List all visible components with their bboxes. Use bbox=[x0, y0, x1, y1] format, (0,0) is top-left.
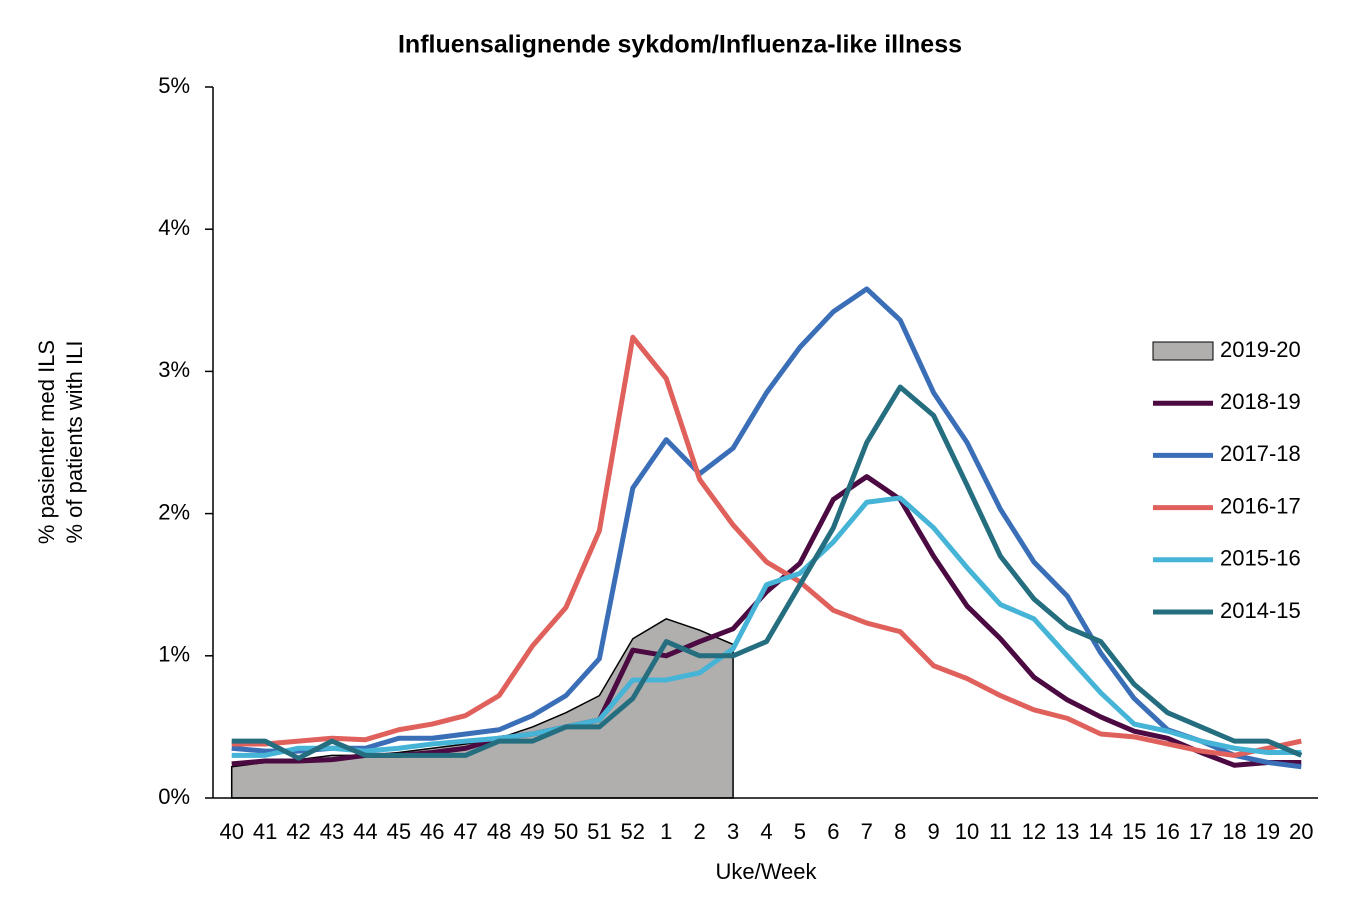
line bbox=[231, 495, 1302, 758]
legend-label: 2015-16 bbox=[1220, 546, 1301, 571]
x-tick-label: 5 bbox=[794, 819, 806, 844]
chart-title: Influensalignende sykdom/Influenza-like … bbox=[398, 31, 962, 59]
y-tick-label: 2% bbox=[158, 499, 190, 524]
x-tick-label: 14 bbox=[1089, 819, 1113, 844]
x-tick-label: 20 bbox=[1289, 819, 1313, 844]
x-tick-label: 15 bbox=[1122, 819, 1146, 844]
y-tick-label: 1% bbox=[158, 642, 190, 667]
x-tick-label: 45 bbox=[387, 819, 411, 844]
y-tick-label: 4% bbox=[158, 215, 190, 240]
y-tick-label: 3% bbox=[158, 357, 190, 382]
y-tick-label: 0% bbox=[158, 784, 190, 809]
x-tick-label: 46 bbox=[420, 819, 444, 844]
x-tick-label: 7 bbox=[861, 819, 873, 844]
legend-label: 2018-19 bbox=[1220, 389, 1301, 414]
y-axis-label: % pasienter med ILS bbox=[34, 340, 59, 544]
x-tick-label: 12 bbox=[1022, 819, 1046, 844]
legend-label: 2014-15 bbox=[1220, 598, 1301, 623]
x-tick-label: 6 bbox=[827, 819, 839, 844]
x-tick-label: 41 bbox=[253, 819, 277, 844]
x-tick-label: 10 bbox=[955, 819, 979, 844]
line bbox=[231, 474, 1302, 768]
line bbox=[231, 286, 1302, 770]
legend-swatch bbox=[1152, 341, 1214, 361]
line bbox=[231, 334, 1302, 758]
x-tick-label: 16 bbox=[1155, 819, 1179, 844]
x-tick-label: 17 bbox=[1189, 819, 1213, 844]
x-tick-label: 48 bbox=[487, 819, 511, 844]
x-tick-label: 3 bbox=[727, 819, 739, 844]
x-tick-label: 18 bbox=[1222, 819, 1246, 844]
line bbox=[231, 384, 1303, 761]
x-axis-label: Uke/Week bbox=[715, 859, 817, 884]
x-tick-label: 49 bbox=[520, 819, 544, 844]
x-tick-label: 4 bbox=[760, 819, 772, 844]
x-tick-label: 44 bbox=[353, 819, 377, 844]
x-tick-label: 11 bbox=[989, 819, 1012, 844]
y-tick-label: 5% bbox=[158, 73, 190, 98]
x-tick-label: 50 bbox=[554, 819, 578, 844]
x-tick-label: 43 bbox=[320, 819, 344, 844]
x-tick-label: 1 bbox=[660, 819, 672, 844]
x-tick-label: 42 bbox=[286, 819, 310, 844]
x-tick-label: 47 bbox=[453, 819, 477, 844]
x-tick-label: 13 bbox=[1055, 819, 1079, 844]
x-tick-label: 9 bbox=[927, 819, 939, 844]
legend-label: 2016-17 bbox=[1220, 493, 1301, 518]
x-tick-label: 19 bbox=[1256, 819, 1280, 844]
x-tick-label: 52 bbox=[621, 819, 645, 844]
x-tick-label: 8 bbox=[894, 819, 906, 844]
x-tick-label: 40 bbox=[219, 819, 243, 844]
x-tick-label: 2 bbox=[694, 819, 706, 844]
y-axis-label: % of patients with ILI bbox=[62, 341, 87, 544]
x-tick-label: 51 bbox=[587, 819, 611, 844]
legend-label: 2019-20 bbox=[1220, 337, 1301, 362]
legend-label: 2017-18 bbox=[1220, 441, 1301, 466]
